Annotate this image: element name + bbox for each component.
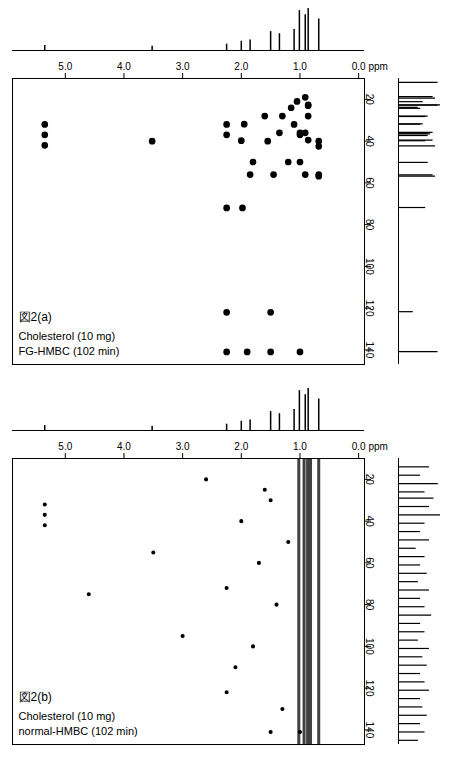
svg-text:図2(b): 図2(b) (19, 690, 52, 704)
svg-text:1.0: 1.0 (293, 441, 307, 452)
svg-text:140: 140 (364, 722, 375, 739)
svg-text:ppm: ppm (369, 441, 388, 452)
svg-text:2.0: 2.0 (234, 441, 248, 452)
svg-text:40: 40 (364, 136, 375, 148)
svg-text:1.0: 1.0 (293, 61, 307, 72)
svg-text:60: 60 (364, 557, 375, 569)
svg-text:0.0: 0.0 (352, 61, 366, 72)
svg-text:5.0: 5.0 (58, 61, 72, 72)
svg-text:20: 20 (364, 474, 375, 486)
svg-text:4.0: 4.0 (117, 441, 131, 452)
svg-text:40: 40 (364, 516, 375, 528)
svg-text:60: 60 (364, 177, 375, 189)
svg-text:100: 100 (364, 258, 375, 275)
svg-text:図2(a): 図2(a) (19, 310, 52, 324)
svg-text:4.0: 4.0 (117, 61, 131, 72)
svg-text:ppm: ppm (369, 61, 388, 72)
svg-text:3.0: 3.0 (176, 441, 190, 452)
svg-text:FG-HMBC (102 min): FG-HMBC (102 min) (19, 345, 120, 357)
svg-text:20: 20 (364, 94, 375, 106)
svg-text:3.0: 3.0 (176, 61, 190, 72)
svg-text:120: 120 (364, 300, 375, 317)
svg-text:80: 80 (364, 219, 375, 231)
svg-text:Cholesterol (10 mg): Cholesterol (10 mg) (19, 330, 116, 342)
svg-text:100: 100 (364, 638, 375, 655)
svg-text:140: 140 (364, 342, 375, 359)
svg-text:2.0: 2.0 (234, 61, 248, 72)
svg-text:80: 80 (364, 599, 375, 611)
svg-text:0.0: 0.0 (352, 441, 366, 452)
svg-text:normal-HMBC (102 min): normal-HMBC (102 min) (19, 725, 138, 737)
svg-text:Cholesterol (10 mg): Cholesterol (10 mg) (19, 710, 116, 722)
svg-text:5.0: 5.0 (58, 441, 72, 452)
svg-text:120: 120 (364, 680, 375, 697)
